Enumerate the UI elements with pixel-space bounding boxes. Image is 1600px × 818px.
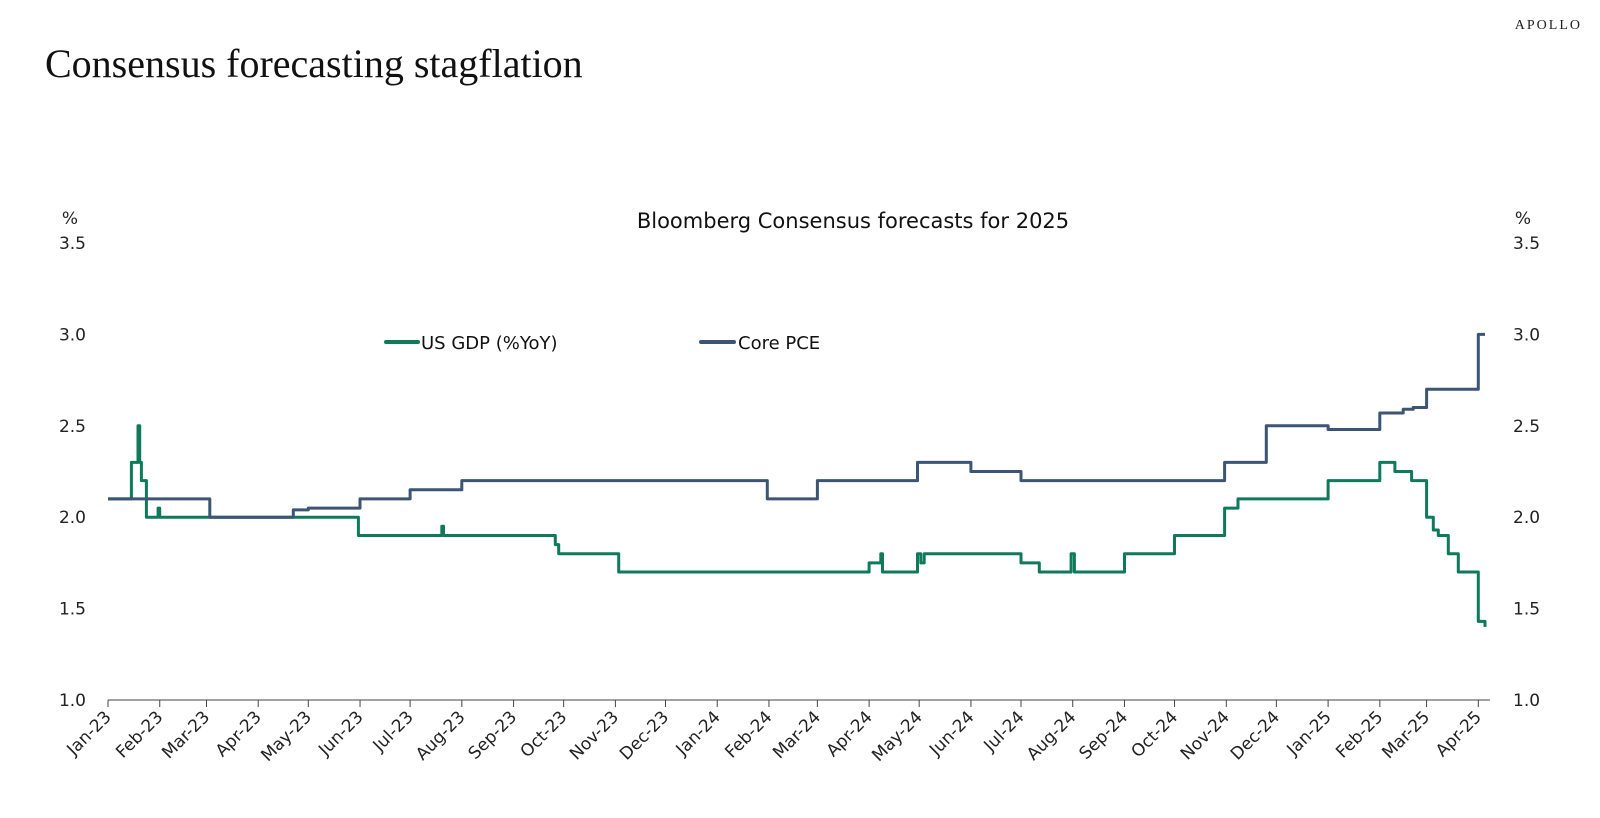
brand-logo: APOLLO bbox=[1514, 18, 1582, 33]
legend-label-gdp: US GDP (%YoY) bbox=[421, 333, 557, 354]
x-tick-label: Nov-23 bbox=[566, 707, 623, 764]
x-tick-label: Jun-23 bbox=[314, 707, 367, 760]
y-tick-label-left: 3.5 bbox=[59, 234, 86, 254]
y-tick-label-right: 3.5 bbox=[1513, 234, 1540, 254]
chart-title: Bloomberg Consensus forecasts for 2025 bbox=[637, 209, 1069, 233]
x-tick-label: Jan-23 bbox=[63, 707, 116, 760]
x-tick-label: Sep-24 bbox=[1076, 707, 1132, 763]
x-tick-label: Dec-23 bbox=[616, 707, 673, 764]
y-tick-label-right: 1.0 bbox=[1513, 691, 1540, 711]
right-axis-unit: % bbox=[1515, 209, 1531, 229]
x-tick-label: Jul-23 bbox=[369, 707, 418, 756]
x-tick-label: Jan-25 bbox=[1283, 707, 1336, 760]
x-tick-label: Feb-23 bbox=[112, 707, 167, 762]
x-tick-label: Jan-24 bbox=[672, 707, 725, 760]
legend-item-core-pce: Core PCE bbox=[699, 333, 820, 354]
x-tick-label: Jun-24 bbox=[925, 707, 978, 760]
legend-label-core-pce: Core PCE bbox=[738, 333, 820, 354]
x-tick-label: Nov-24 bbox=[1177, 707, 1234, 764]
x-tick-label: Jul-24 bbox=[980, 707, 1029, 756]
x-tick-label: Aug-23 bbox=[412, 707, 469, 764]
left-axis-unit: % bbox=[62, 209, 78, 229]
page-title: Consensus forecasting stagflation bbox=[45, 41, 583, 86]
x-tick-label: Mar-25 bbox=[1378, 707, 1434, 763]
y-tick-label-right: 3.0 bbox=[1513, 325, 1540, 345]
y-tick-label-left: 1.5 bbox=[59, 600, 86, 620]
x-tick-label: May-24 bbox=[868, 707, 926, 765]
legend: US GDP (%YoY) Core PCE bbox=[384, 333, 820, 354]
right-y-axis: 1.0 1.5 2.0 2.5 3.0 3.5 bbox=[1513, 234, 1540, 711]
x-tick-label: Sep-23 bbox=[465, 707, 521, 763]
x-tick-label: Oct-24 bbox=[1128, 707, 1183, 762]
x-tick-label: Mar-23 bbox=[158, 707, 214, 763]
x-tick-label: Oct-23 bbox=[517, 707, 572, 762]
x-tick-label: Feb-25 bbox=[1332, 707, 1387, 762]
y-tick-label-left: 2.0 bbox=[59, 508, 86, 528]
y-tick-label-right: 2.0 bbox=[1513, 508, 1540, 528]
legend-item-gdp: US GDP (%YoY) bbox=[384, 333, 557, 354]
y-tick-label-right: 1.5 bbox=[1513, 600, 1540, 620]
x-tick-label: Mar-24 bbox=[769, 707, 825, 763]
x-tick-label: Apr-25 bbox=[1432, 707, 1486, 761]
x-tick-label: Dec-24 bbox=[1227, 707, 1284, 764]
y-tick-label-left: 1.0 bbox=[59, 691, 86, 711]
y-tick-label-left: 3.0 bbox=[59, 325, 86, 345]
y-tick-label-left: 2.5 bbox=[59, 417, 86, 437]
y-tick-label-right: 2.5 bbox=[1513, 417, 1540, 437]
series-lines bbox=[108, 332, 1487, 627]
x-tick-label: Aug-24 bbox=[1023, 707, 1080, 764]
series-line-gdp bbox=[108, 424, 1487, 627]
series-line-core-pce bbox=[108, 332, 1485, 519]
left-y-axis: 1.0 1.5 2.0 2.5 3.0 3.5 bbox=[59, 234, 86, 711]
x-tick-label: May-23 bbox=[257, 707, 315, 765]
x-tick-label: Feb-24 bbox=[721, 707, 776, 762]
